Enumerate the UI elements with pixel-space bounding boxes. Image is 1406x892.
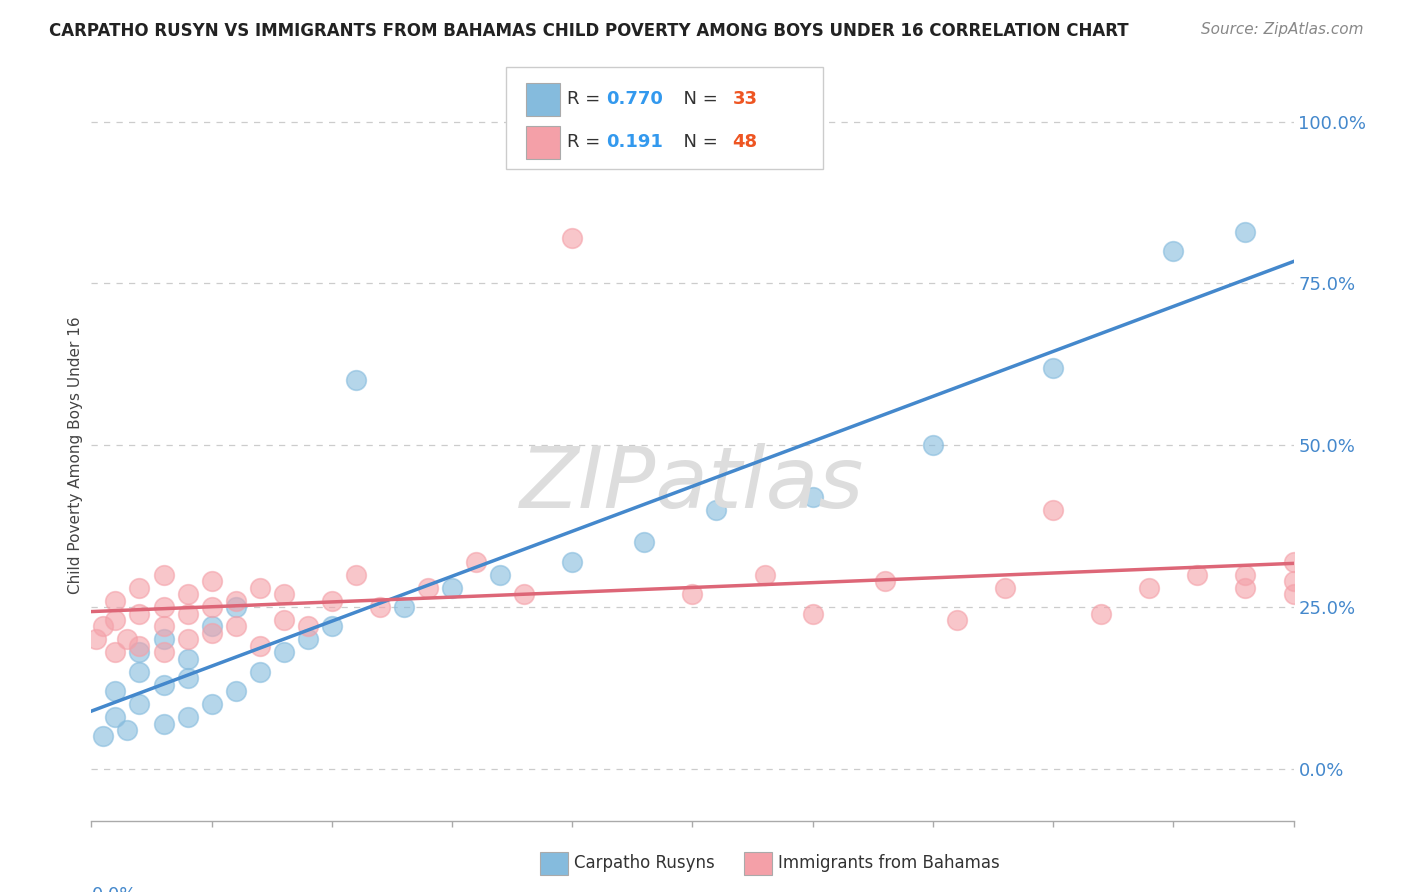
Point bbox=[297, 632, 319, 647]
Point bbox=[801, 490, 824, 504]
Point bbox=[321, 593, 343, 607]
Point bbox=[201, 619, 224, 633]
Point bbox=[225, 593, 247, 607]
Point bbox=[176, 652, 198, 666]
Point bbox=[273, 645, 295, 659]
Text: CARPATHO RUSYN VS IMMIGRANTS FROM BAHAMAS CHILD POVERTY AMONG BOYS UNDER 16 CORR: CARPATHO RUSYN VS IMMIGRANTS FROM BAHAMA… bbox=[49, 22, 1129, 40]
Point bbox=[801, 607, 824, 621]
Point bbox=[201, 600, 224, 615]
Y-axis label: Child Poverty Among Boys Under 16: Child Poverty Among Boys Under 16 bbox=[67, 316, 83, 594]
Text: 0.770: 0.770 bbox=[606, 90, 662, 109]
Point bbox=[152, 678, 174, 692]
Point bbox=[681, 587, 703, 601]
Point bbox=[128, 697, 150, 711]
Point bbox=[104, 593, 127, 607]
Point bbox=[225, 684, 247, 698]
Point bbox=[1234, 225, 1257, 239]
Point bbox=[297, 619, 319, 633]
Point bbox=[152, 600, 174, 615]
Point bbox=[152, 716, 174, 731]
Text: Immigrants from Bahamas: Immigrants from Bahamas bbox=[778, 855, 1000, 872]
Point bbox=[946, 613, 969, 627]
Point bbox=[176, 587, 198, 601]
Point bbox=[1042, 503, 1064, 517]
Text: 48: 48 bbox=[733, 133, 758, 151]
Point bbox=[152, 645, 174, 659]
Text: 0.0%: 0.0% bbox=[91, 887, 136, 892]
Point bbox=[104, 684, 127, 698]
Point bbox=[117, 723, 139, 737]
Point bbox=[1282, 574, 1305, 589]
Point bbox=[873, 574, 896, 589]
Point bbox=[440, 581, 463, 595]
Text: N =: N = bbox=[672, 90, 724, 109]
Text: N =: N = bbox=[672, 133, 724, 151]
Point bbox=[249, 639, 271, 653]
Point bbox=[104, 710, 127, 724]
Point bbox=[176, 632, 198, 647]
Text: 0.191: 0.191 bbox=[606, 133, 662, 151]
Point bbox=[93, 619, 115, 633]
Point bbox=[201, 697, 224, 711]
Point bbox=[416, 581, 439, 595]
Text: ZIPatlas: ZIPatlas bbox=[520, 442, 865, 525]
Point bbox=[392, 600, 415, 615]
Point bbox=[176, 710, 198, 724]
Point bbox=[84, 632, 107, 647]
Point bbox=[225, 619, 247, 633]
Point bbox=[201, 574, 224, 589]
Point bbox=[465, 555, 488, 569]
Point bbox=[561, 555, 583, 569]
Text: R =: R = bbox=[567, 133, 606, 151]
Point bbox=[489, 567, 512, 582]
Point bbox=[273, 587, 295, 601]
Point bbox=[513, 587, 536, 601]
Point bbox=[152, 619, 174, 633]
Point bbox=[152, 632, 174, 647]
Point bbox=[128, 645, 150, 659]
Point bbox=[93, 730, 115, 744]
Point bbox=[176, 607, 198, 621]
Point bbox=[633, 535, 655, 549]
Point bbox=[1282, 587, 1305, 601]
Point bbox=[273, 613, 295, 627]
Point bbox=[152, 567, 174, 582]
Point bbox=[754, 567, 776, 582]
Point bbox=[128, 665, 150, 679]
Point bbox=[1161, 244, 1184, 258]
Point bbox=[1137, 581, 1160, 595]
Point bbox=[225, 600, 247, 615]
Point bbox=[344, 374, 367, 388]
Point bbox=[344, 567, 367, 582]
Point bbox=[128, 639, 150, 653]
Text: R =: R = bbox=[567, 90, 606, 109]
Point bbox=[1282, 555, 1305, 569]
Point bbox=[321, 619, 343, 633]
Point bbox=[104, 645, 127, 659]
Point bbox=[1187, 567, 1209, 582]
Point bbox=[1042, 360, 1064, 375]
Point bbox=[1234, 567, 1257, 582]
Point bbox=[922, 438, 945, 452]
Point bbox=[104, 613, 127, 627]
Point bbox=[201, 626, 224, 640]
Point bbox=[1234, 581, 1257, 595]
Point bbox=[176, 671, 198, 685]
Text: Source: ZipAtlas.com: Source: ZipAtlas.com bbox=[1201, 22, 1364, 37]
Point bbox=[994, 581, 1017, 595]
Point bbox=[117, 632, 139, 647]
Point bbox=[1090, 607, 1112, 621]
Point bbox=[249, 665, 271, 679]
Point bbox=[561, 231, 583, 245]
Point bbox=[368, 600, 391, 615]
Text: 33: 33 bbox=[733, 90, 758, 109]
Point bbox=[128, 581, 150, 595]
Point bbox=[128, 607, 150, 621]
Point bbox=[706, 503, 728, 517]
Point bbox=[249, 581, 271, 595]
Text: Carpatho Rusyns: Carpatho Rusyns bbox=[574, 855, 714, 872]
